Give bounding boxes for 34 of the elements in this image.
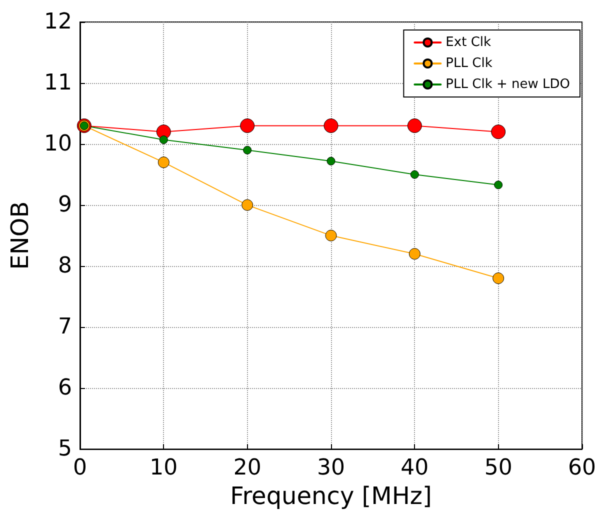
- y-tick-label: 6: [58, 376, 72, 401]
- point: [324, 118, 338, 133]
- point: [494, 180, 503, 190]
- point: [240, 118, 255, 133]
- x-tick-label: 60: [568, 456, 596, 481]
- y-tick-label: 9: [58, 192, 72, 218]
- point: [159, 136, 168, 144]
- y-tick-label: 10: [44, 132, 72, 157]
- point: [492, 272, 504, 284]
- y-tick-label: 11: [44, 70, 72, 96]
- x-tick-label: 10: [150, 456, 178, 481]
- point: [158, 156, 170, 168]
- y-tick-label: 7: [58, 314, 72, 340]
- x-tick-label: 50: [484, 456, 512, 481]
- point: [410, 170, 419, 179]
- y-tick-label: 12: [44, 10, 72, 34]
- y-tick-label: 5: [58, 436, 72, 462]
- y-tick-label: 8: [58, 254, 72, 279]
- point: [325, 230, 337, 242]
- point: [408, 248, 420, 260]
- legend-label: Ext Clk: [446, 35, 492, 50]
- x-tick-label: 20: [233, 456, 262, 481]
- x-tick-label: 30: [317, 456, 345, 481]
- point: [491, 124, 506, 140]
- y-axis-title: ENOB: [6, 201, 34, 270]
- x-axis-title: Frequency [MHz]: [230, 482, 432, 510]
- legend-label: PLL Clk + new LDO: [446, 77, 570, 92]
- point: [407, 118, 422, 133]
- point: [326, 156, 336, 166]
- point: [242, 199, 254, 211]
- x-tick-label: 0: [73, 456, 87, 481]
- point: [243, 146, 252, 154]
- legend-label: PLL Clk: [446, 56, 493, 71]
- x-tick-label: 40: [400, 456, 429, 481]
